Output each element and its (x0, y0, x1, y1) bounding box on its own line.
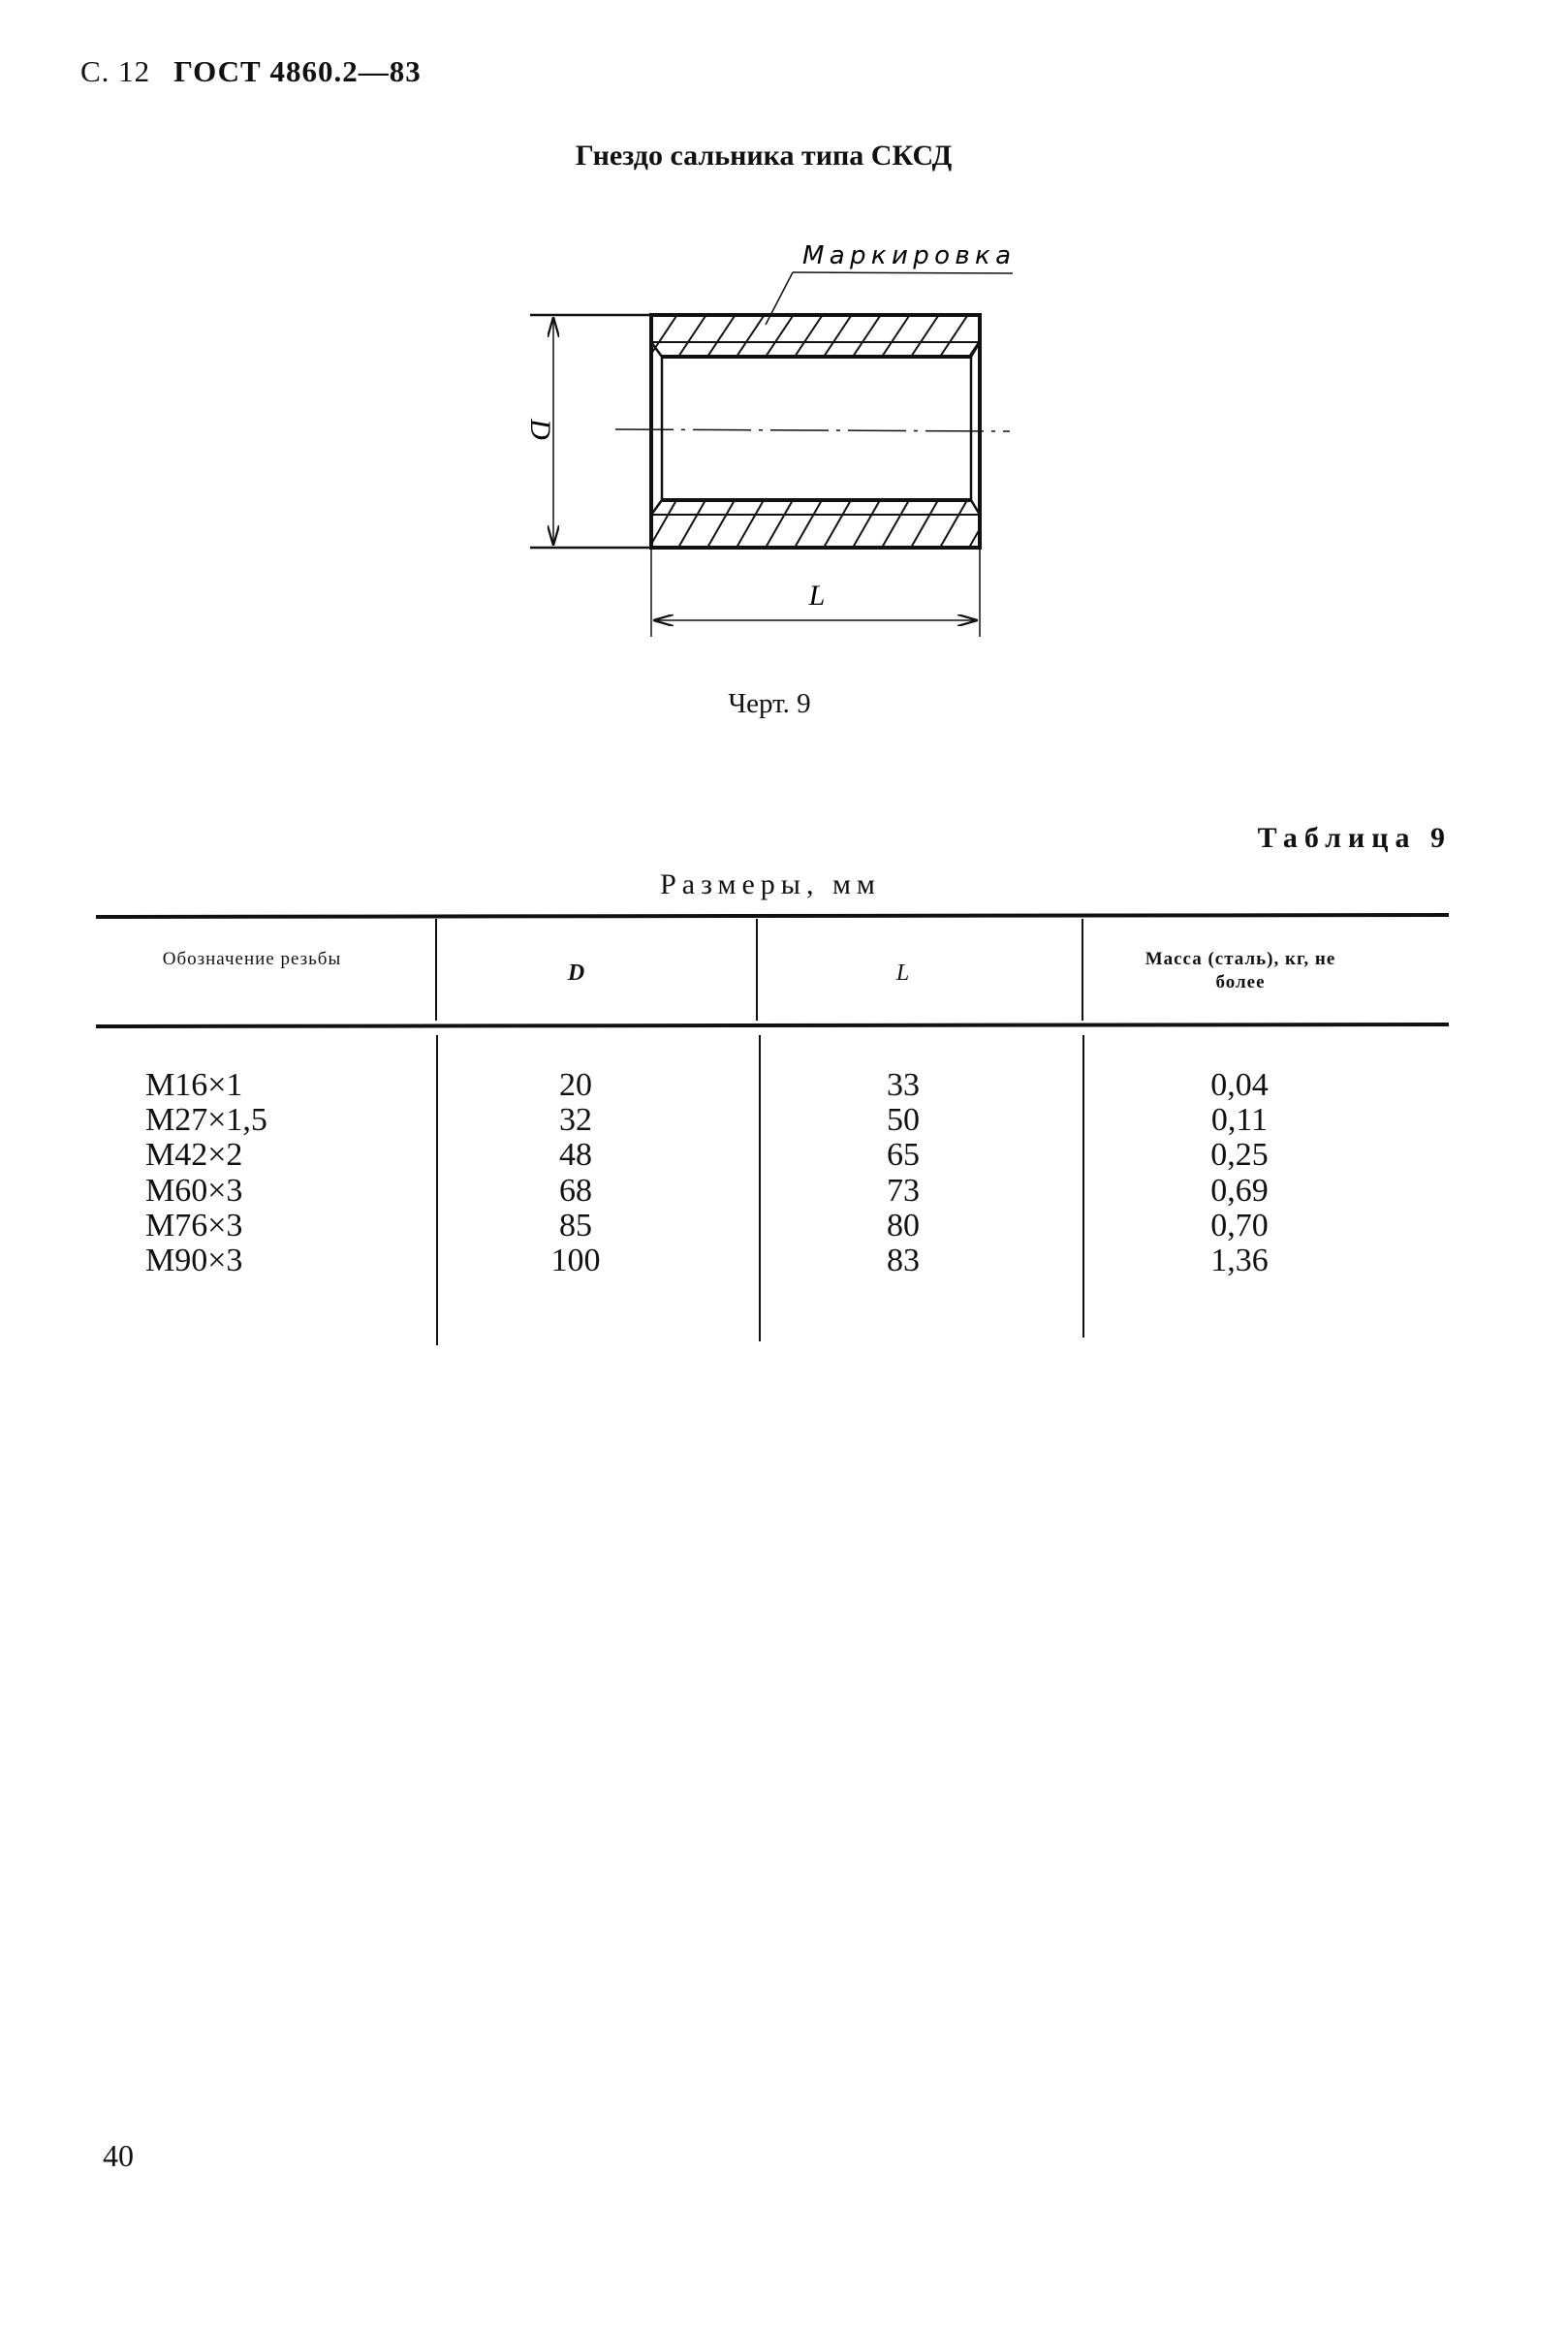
header-thread: Обозначение резьбы (162, 949, 342, 969)
hatch-line (736, 316, 765, 357)
dimension-D (530, 313, 651, 550)
hatch-line (939, 500, 968, 547)
cell-L: 33 (887, 1067, 920, 1103)
hatch-line (852, 316, 881, 357)
hatch-line (823, 316, 852, 357)
hatch-line (881, 500, 910, 547)
hatch-line (968, 340, 979, 357)
center-line (614, 428, 1011, 432)
header-L: L (895, 960, 911, 986)
hatch-line (881, 316, 910, 357)
dimension-L (650, 548, 981, 637)
cell-D: 68 (559, 1172, 592, 1209)
marking-leader (765, 271, 1014, 326)
cell-D: 85 (559, 1207, 592, 1244)
cell-D: 100 (550, 1243, 601, 1278)
standard-label: ГОСТ 4860.2—83 (173, 54, 422, 88)
cell-mass: 0,11 (1210, 1102, 1269, 1139)
hatch-line (652, 500, 677, 545)
hatch-line (706, 316, 736, 357)
cell-thread: М76×3 (145, 1207, 243, 1244)
hatch-line (852, 500, 881, 547)
dim-D-label: D (524, 418, 556, 440)
table-rules (95, 913, 1450, 1345)
hatch-line (998, 316, 1025, 357)
hatch-line (677, 316, 706, 357)
cell-D: 32 (559, 1102, 592, 1139)
cell-mass: 0,70 (1210, 1207, 1269, 1244)
section-title: Гнездо сальника типа СКСД (575, 140, 953, 172)
cell-L: 50 (887, 1102, 920, 1139)
page-header: С. 12 ГОСТ 4860.2—83 (80, 54, 422, 89)
page-label: С. 12 (80, 54, 151, 88)
hatch-line (765, 316, 794, 357)
cell-D: 48 (559, 1137, 592, 1174)
page-number: 40 (103, 2138, 134, 2173)
dim-L-label: L (808, 580, 826, 612)
hatching (620, 316, 1025, 548)
header-mass: Масса (сталь), кг, не более (1145, 949, 1336, 992)
table-number: Таблица 9 (1257, 822, 1452, 854)
header-D: D (567, 960, 586, 986)
cell-L: 83 (887, 1243, 920, 1278)
cell-L: 80 (887, 1207, 920, 1244)
hatch-line (620, 316, 647, 357)
hatch-line (939, 316, 968, 357)
cell-mass: 0,25 (1210, 1137, 1269, 1174)
cell-thread: М90×3 (145, 1243, 243, 1278)
hatch-line (620, 500, 647, 548)
hatch-line (706, 500, 736, 547)
hatch-line (998, 500, 1025, 548)
cell-thread: М60×3 (145, 1172, 243, 1209)
hatch-line (677, 500, 706, 547)
cell-thread: М16×1 (145, 1067, 243, 1103)
table-units: Размеры, мм (660, 868, 881, 900)
hatch-line (910, 316, 939, 357)
hatch-line (736, 500, 765, 547)
cell-D: 20 (559, 1067, 592, 1103)
marking-label: Маркировка (802, 241, 1011, 270)
cell-mass: 0,04 (1210, 1067, 1269, 1103)
hatch-line (794, 316, 823, 357)
cell-thread: М42×2 (145, 1137, 243, 1174)
hatch-line (652, 316, 677, 355)
cell-L: 65 (887, 1137, 920, 1174)
cell-mass: 0,69 (1210, 1172, 1269, 1209)
cell-L: 73 (887, 1172, 920, 1209)
hatch-line (968, 528, 979, 547)
hatch-line (910, 500, 939, 547)
hatch-line (794, 500, 823, 547)
hatch-line (823, 500, 852, 547)
figure-caption: Черт. 9 (728, 688, 811, 719)
cell-thread: М27×1,5 (145, 1102, 267, 1139)
hatch-line (765, 500, 794, 547)
cell-mass: 1,36 (1210, 1243, 1269, 1278)
